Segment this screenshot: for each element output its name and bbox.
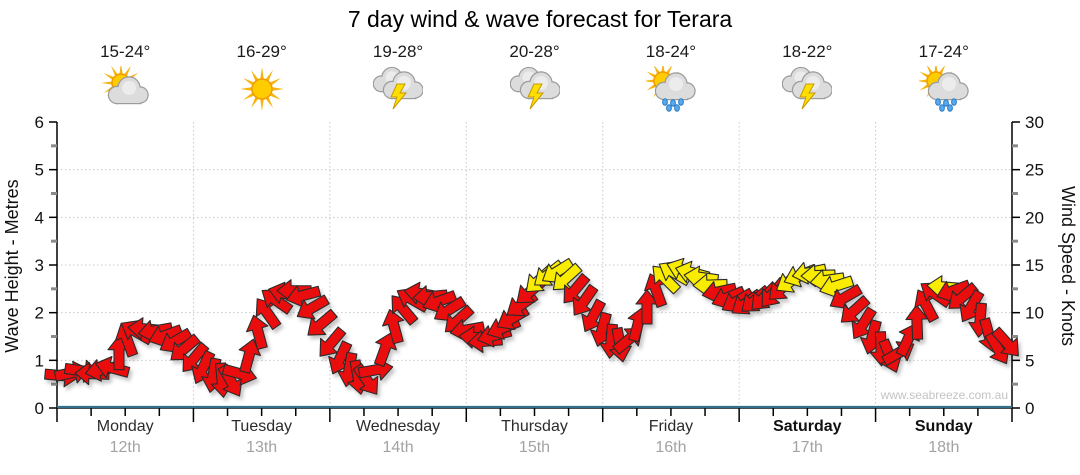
temp-range: 15-24° [100,42,151,61]
x-label-friday: Friday 16th [596,418,746,457]
wind-arrow [851,306,877,340]
x-label-saturday: Saturday 17th [732,418,882,457]
right-tick-label: 30 [1025,113,1044,132]
wind-arrow [286,285,322,308]
wind-arrow [182,341,210,372]
left-tick-label: 4 [35,208,44,227]
day-name: Thursday [501,418,568,435]
day-name: Wednesday [355,418,441,435]
day-forecast-friday: 18-24° [601,42,741,112]
sun-showers-icon [645,66,696,112]
left-tick-label: 0 [35,399,44,418]
wind-arrow [959,289,985,323]
x-label-monday: Monday 12th [50,418,200,457]
wind-arrow [382,309,405,345]
day-forecast-wednesday: 19-28° [328,42,468,112]
thunderstorm-icon [509,66,560,110]
x-label-thursday: Thursday 15th [460,418,610,457]
right-tick-label: 20 [1025,208,1044,227]
wind-arrow [840,295,871,323]
x-label-sunday: Sunday 18th [869,418,1019,457]
wind-arrow [319,326,347,357]
wind-arrow [991,326,1019,357]
day-name: Friday [648,418,694,435]
wind-arrow [552,262,583,291]
temp-range: 18-24° [645,42,697,61]
temp-range: 17-24° [918,42,969,61]
temp-range: 19-28° [372,42,424,61]
day-date: 17th [791,439,823,456]
x-label-tuesday: Tuesday 13th [187,418,337,457]
day-date: 14th [382,439,414,456]
wind-arrow [572,283,599,316]
wind-arrow [296,294,330,320]
day-date: 16th [655,439,687,456]
left-tick-label: 1 [35,351,44,370]
right-tick-label: 10 [1025,304,1044,323]
day-forecast-thursday: 20-28° [465,42,605,112]
wind-arrow [246,314,269,350]
left-tick-label: 2 [35,304,44,323]
temp-range: 18-22° [782,42,833,61]
wind-arrow [95,356,131,379]
right-tick-label: 5 [1025,351,1034,370]
wind-arrows [44,257,1019,398]
wind-arrow [307,308,338,336]
day-name: Tuesday [231,418,293,435]
watermark: www.seabreeze.com.au [880,388,1008,402]
right-tick-label: 15 [1025,256,1044,275]
day-date: 13th [246,439,278,456]
day-name: Saturday [773,418,842,435]
partly-cloudy-icon [101,66,149,105]
right-tick-label: 25 [1025,161,1044,180]
day-forecast-saturday: 18-22° [737,42,877,112]
right-tick-label: 0 [1025,399,1034,418]
wind-arrow [905,304,929,340]
thunderstorm-icon [782,66,833,110]
day-name: Sunday [914,418,973,435]
left-tick-label: 6 [35,113,44,132]
axis-tick-labels: 0 1 2 3 4 5 6 0 5 10 15 20 25 30 [35,113,1044,418]
day-forecast-monday: 15-24° [55,42,195,112]
chart-title: 7 day wind & wave forecast for Terara [347,6,733,32]
gridlines [57,122,1012,408]
day-date: 15th [518,439,551,456]
day-forecast-tuesday: 16-29° [192,42,332,112]
thunderstorm-icon [373,66,424,110]
temp-range: 16-29° [236,42,287,61]
day-name: Monday [96,418,154,435]
left-tick-label: 3 [35,256,44,275]
x-label-wednesday: Wednesday 14th [323,418,473,457]
wind-arrow [635,289,659,325]
wind-arrow [829,284,863,309]
left-tick-label: 5 [35,161,44,180]
sunny-icon [239,67,284,111]
sun-showers-icon [918,66,969,112]
day-forecast-sunday: 17-24° [874,42,1014,112]
temp-range: 20-28° [509,42,560,61]
wind-arrow [563,272,591,304]
wind-arrow [819,275,855,298]
day-date: 18th [928,439,960,456]
day-date: 12th [109,439,141,456]
wind-arrow [948,282,979,309]
